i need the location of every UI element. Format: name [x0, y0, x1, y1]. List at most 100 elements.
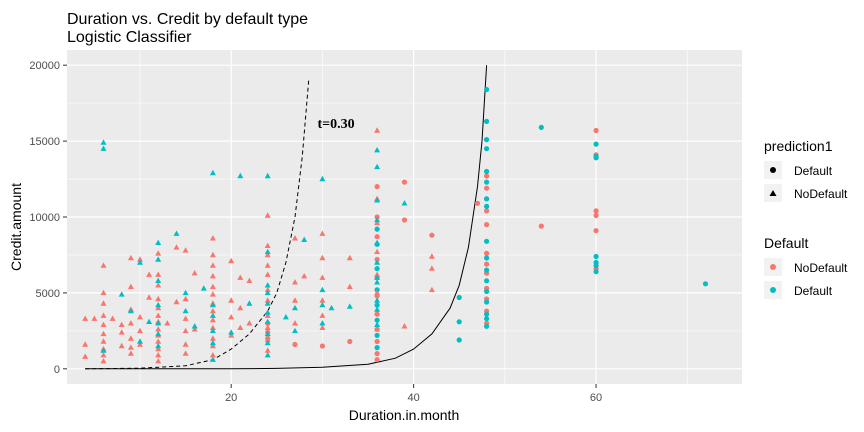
data-point-circle — [374, 266, 380, 272]
data-point-triangle — [146, 271, 153, 277]
data-point-triangle — [374, 163, 381, 170]
data-point-triangle — [264, 297, 271, 303]
data-point-triangle — [137, 314, 143, 320]
data-point-triangle — [374, 197, 381, 203]
data-point-triangle — [264, 318, 271, 324]
data-point-circle — [484, 185, 490, 191]
data-point-circle — [484, 118, 490, 124]
data-point-triangle — [319, 274, 326, 280]
x-tick-label: 20 — [225, 392, 237, 404]
data-point-triangle — [374, 259, 381, 265]
data-point-triangle — [282, 314, 289, 320]
data-point-circle — [484, 179, 490, 185]
x-tick-label: 60 — [590, 392, 602, 404]
data-point-triangle — [264, 312, 271, 318]
data-point-circle — [484, 278, 490, 284]
data-point-triangle — [209, 169, 216, 176]
data-point-triangle — [155, 338, 162, 344]
data-point-circle — [593, 208, 599, 214]
data-point-triangle — [209, 356, 216, 362]
data-point-circle — [429, 232, 435, 238]
data-point-circle — [484, 255, 490, 261]
data-point-triangle — [209, 352, 216, 358]
data-point-triangle — [155, 320, 162, 326]
data-point-triangle — [264, 172, 271, 179]
data-point-triangle — [374, 271, 381, 277]
data-point-triangle — [100, 330, 107, 337]
data-point-circle — [474, 200, 481, 206]
data-point-triangle — [428, 286, 435, 293]
data-point-triangle — [82, 353, 89, 359]
data-point-circle — [456, 319, 462, 325]
data-point-circle — [484, 196, 490, 202]
data-point-circle — [374, 351, 380, 357]
data-point-triangle — [100, 289, 107, 296]
data-point-triangle — [264, 242, 271, 248]
y-tick-label: 0 — [54, 364, 60, 376]
data-point-triangle — [173, 298, 180, 305]
data-point-triangle — [292, 327, 298, 334]
curve-boundary-solid — [85, 65, 488, 370]
data-point-triangle — [155, 295, 162, 302]
data-point-circle — [374, 338, 380, 345]
data-point-triangle — [182, 327, 189, 334]
data-point-triangle — [155, 250, 162, 256]
data-point-triangle — [264, 309, 271, 315]
data-point-triangle — [127, 254, 134, 261]
data-point-triangle — [228, 297, 235, 303]
data-point-triangle — [155, 277, 162, 283]
data-point-triangle — [264, 336, 271, 343]
data-point-triangle — [155, 271, 162, 277]
data-point-triangle — [319, 324, 326, 330]
data-point-triangle — [209, 262, 216, 268]
data-point-triangle — [301, 273, 308, 279]
data-point-triangle — [209, 335, 216, 341]
data-point-triangle — [237, 324, 244, 330]
data-point-circle — [593, 253, 599, 260]
grid-lines — [67, 50, 742, 384]
data-point-circle — [484, 137, 490, 143]
boundary-curves — [85, 65, 488, 370]
data-point-circle — [374, 357, 380, 363]
data-point-triangle — [319, 230, 326, 236]
data-point-triangle — [264, 271, 271, 277]
data-point-triangle — [246, 277, 253, 283]
data-point-circle — [484, 146, 490, 152]
data-point-triangle — [374, 326, 381, 332]
data-point-triangle — [127, 320, 134, 326]
data-point-triangle — [146, 318, 153, 324]
data-point-triangle — [292, 320, 298, 326]
data-point-circle — [484, 261, 490, 267]
data-point-triangle — [264, 251, 271, 258]
data-point-triangle — [155, 312, 162, 318]
data-point-triangle — [118, 342, 125, 349]
data-point-triangle — [264, 289, 271, 296]
data-point-circle — [484, 299, 490, 305]
data-point-triangle — [374, 219, 381, 226]
data-point-circle — [374, 226, 380, 232]
data-point-triangle — [100, 347, 107, 353]
data-point-circle — [347, 338, 353, 345]
data-point-triangle — [264, 286, 271, 293]
data-point-circle — [484, 208, 490, 214]
data-point-triangle — [319, 254, 326, 261]
data-point-circle — [484, 222, 490, 228]
data-point-triangle — [228, 257, 235, 264]
data-point-triangle — [374, 216, 381, 223]
data-point-circle — [484, 168, 490, 175]
data-point-triangle — [155, 326, 162, 332]
data-point-triangle — [137, 256, 143, 262]
legend-label-nodefault-color: NoDefault — [794, 261, 848, 275]
data-point-triangle — [100, 145, 107, 151]
data-point-circle — [484, 173, 490, 179]
data-point-triangle — [100, 358, 107, 364]
data-point-triangle — [319, 297, 326, 303]
data-point-triangle — [374, 239, 381, 245]
data-point-circle — [484, 203, 490, 209]
data-point-triangle — [209, 251, 216, 258]
data-point-circle — [456, 337, 462, 343]
data-point-triangle — [191, 326, 198, 332]
data-point-triangle — [155, 301, 162, 308]
data-point-triangle — [155, 352, 162, 358]
x-tick-label: 40 — [407, 392, 419, 404]
